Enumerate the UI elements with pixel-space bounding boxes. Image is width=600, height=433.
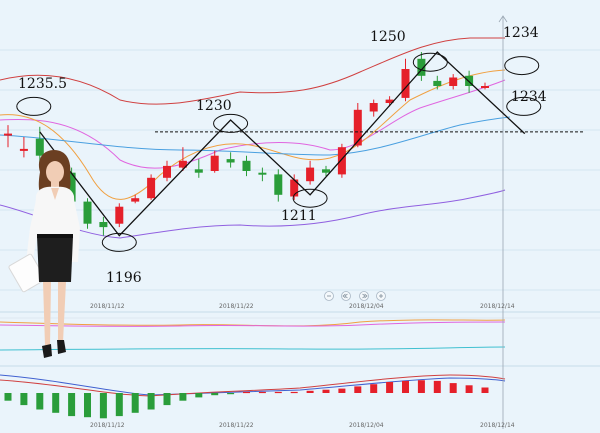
price-ellipse <box>504 56 540 76</box>
price-ellipse <box>16 96 52 116</box>
candle <box>226 152 235 168</box>
forward-button[interactable] <box>359 291 369 301</box>
macd-bar <box>99 393 107 419</box>
macd-bar <box>306 390 314 393</box>
rewind-button[interactable] <box>341 291 351 301</box>
ma-blue <box>0 116 511 156</box>
candle <box>19 137 28 158</box>
macd-bar <box>354 386 362 393</box>
macd-line-1 <box>0 374 506 396</box>
date-tick-label: 2018/11/22 <box>219 422 254 429</box>
price-label: 1235.5 <box>18 76 67 92</box>
trend-path <box>39 51 526 237</box>
macd-bar <box>131 393 139 413</box>
macd-bar <box>370 384 378 393</box>
presenter-figure <box>8 150 80 358</box>
price-label: 1230 <box>196 98 232 114</box>
playback-controls[interactable] <box>324 291 386 301</box>
macd-bar <box>290 391 298 394</box>
macd-bar <box>115 393 123 417</box>
candle <box>449 74 458 90</box>
osc-line-3 <box>0 346 506 351</box>
candle <box>401 58 410 102</box>
ma-pink <box>0 79 506 169</box>
macd-bar <box>243 391 250 394</box>
macd-bar <box>163 393 171 406</box>
price-label: 1234 <box>511 89 547 105</box>
lower-band <box>0 189 506 239</box>
candle <box>337 143 346 178</box>
candle <box>369 99 378 117</box>
candle <box>4 125 12 148</box>
candle <box>147 174 156 200</box>
macd-bar <box>52 393 60 413</box>
candle <box>433 75 442 90</box>
date-tick-label: 2018/11/12 <box>90 303 125 310</box>
macd-bar <box>179 393 187 401</box>
candle <box>322 165 330 177</box>
macd-bar <box>227 393 235 395</box>
price-ellipse <box>506 96 542 116</box>
candle <box>115 203 124 228</box>
price-ellipse <box>101 232 137 252</box>
macd-bar <box>274 391 282 394</box>
candle <box>353 103 362 148</box>
candle <box>194 159 203 178</box>
price-ellipse <box>213 113 249 133</box>
candle <box>258 167 267 182</box>
macd-bar <box>433 380 441 393</box>
candle <box>481 82 489 90</box>
price-label: 1211 <box>281 208 317 224</box>
date-tick-label: 2018/12/04 <box>349 303 384 310</box>
macd-bar <box>68 393 76 417</box>
macd-bar <box>481 387 489 393</box>
macd-bar <box>147 393 155 410</box>
arrow-up-icon <box>498 15 508 23</box>
date-tick-label: 2018/11/12 <box>90 422 125 429</box>
macd-bar <box>36 393 44 410</box>
candle <box>242 155 251 177</box>
macd-line-2 <box>0 374 506 397</box>
candle <box>210 150 219 173</box>
candle <box>417 52 426 81</box>
macd-bar <box>211 393 219 396</box>
candle <box>163 160 171 182</box>
candle <box>83 198 92 229</box>
ma-orange <box>0 69 506 200</box>
date-tick-label: 2018/12/14 <box>480 422 515 429</box>
price-ellipse <box>292 188 328 208</box>
date-tick-label: 2018/12/04 <box>349 422 384 429</box>
price-label: 1234 <box>503 25 539 41</box>
macd-bar <box>338 388 346 393</box>
macd-bar <box>449 383 457 393</box>
candle <box>274 169 283 202</box>
date-tick-label: 2018/12/14 <box>480 303 515 310</box>
macd-bar <box>258 391 266 394</box>
price-label: 1250 <box>370 29 406 45</box>
upper-band <box>0 37 505 105</box>
candle <box>131 194 140 204</box>
macd-bar <box>4 393 12 401</box>
macd-bar <box>195 393 203 398</box>
price-label: 1196 <box>106 270 142 286</box>
date-tick-label: 2018/11/22 <box>219 303 254 310</box>
osc-line-2 <box>0 321 506 327</box>
candle <box>99 216 108 236</box>
candle <box>178 147 187 171</box>
macd-bar <box>417 380 425 393</box>
macd-bar <box>465 385 473 393</box>
macd-bar <box>20 393 28 406</box>
macd-bar <box>386 382 394 393</box>
macd-bar <box>84 393 91 418</box>
price-ellipse <box>412 52 448 72</box>
macd-bar <box>402 380 409 393</box>
macd-bar <box>322 389 330 393</box>
candle <box>306 160 315 185</box>
